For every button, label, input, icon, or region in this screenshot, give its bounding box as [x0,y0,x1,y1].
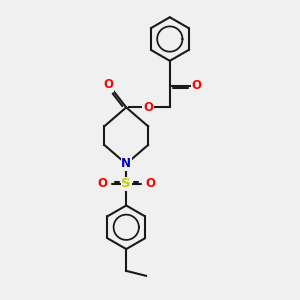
Text: O: O [145,177,155,190]
Text: O: O [192,79,202,92]
Text: O: O [98,177,107,190]
Text: O: O [143,101,153,114]
Text: N: N [121,158,131,170]
Text: S: S [122,177,131,190]
Text: O: O [103,78,113,91]
